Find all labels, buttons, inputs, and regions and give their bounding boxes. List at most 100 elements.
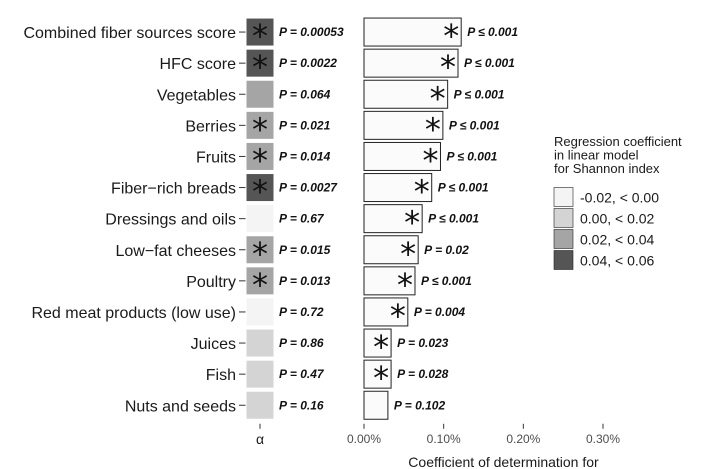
alpha-significance-marker: * [252,235,268,273]
beta-p-value: P ≤ 0.001 [449,118,500,132]
legend-swatch [553,250,574,270]
beta-p-value: P = 0.023 [397,336,449,350]
beta-bar [363,390,389,420]
beta-significance-marker: * [400,235,416,273]
beta-bar [363,141,441,171]
category-label: HFC score [160,56,237,73]
alpha-p-value: P = 0.47 [279,367,325,381]
legend-title: in linear model [554,148,639,163]
x-tick-label: 0.30% [586,432,620,446]
beta-p-value: P ≤ 0.001 [421,274,472,288]
alpha-significance-marker: * [252,173,268,211]
alpha-tile [245,235,275,265]
alpha-tile [245,141,275,171]
legend-entry-label: 0.02, < 0.04 [580,232,655,248]
beta-significance-marker: * [390,297,406,335]
alpha-tile [245,17,275,47]
legend-title: Regression coefficient [554,134,682,149]
x-axis-title: Coefficient of determination for [408,454,599,469]
alpha-significance-marker: * [252,17,268,55]
category-label: Vegetables [157,87,236,104]
legend-swatch [553,229,574,249]
alpha-p-value: P = 0.015 [279,243,331,257]
x-tick-label: 0.20% [506,432,540,446]
beta-p-value: P ≤ 0.001 [446,149,497,163]
alpha-significance-marker: * [252,110,268,148]
beta-p-value: P ≤ 0.001 [464,56,515,70]
beta-bar [363,17,462,47]
alpha-tile [245,328,275,358]
alpha-tile [245,297,275,327]
alpha-tile [245,173,275,203]
beta-p-value: P = 0.028 [397,367,449,381]
legend-entry-label: 0.04, < 0.06 [580,253,655,269]
beta-bar [363,328,392,358]
alpha-p-value: P = 0.16 [279,398,324,412]
beta-bar [363,266,416,296]
legend-title: for Shannon index [554,161,660,176]
beta-bar [363,173,433,203]
beta-p-value: P ≤ 0.001 [454,87,505,101]
beta-p-value: P ≤ 0.001 [438,181,489,195]
category-label: Red meat products (low use) [31,305,236,322]
beta-bar [363,297,409,327]
beta-significance-marker: * [443,17,459,55]
beta-p-value: P = 0.004 [414,305,466,319]
alpha-p-value: P = 0.021 [279,118,331,132]
alpha-p-value: P = 0.67 [279,212,325,226]
alpha-tile [245,110,275,140]
alpha-tile [245,48,275,78]
beta-significance-marker: * [440,48,456,86]
alpha-significance-marker: * [252,48,268,86]
x-tick-label: 0.00% [347,432,381,446]
category-label: Fiber−rich breads [111,181,236,198]
category-label: Fish [206,367,236,384]
category-label: Berries [185,118,236,135]
x-tick-label: 0.10% [427,432,461,446]
beta-bar [363,110,444,140]
beta-significance-marker: * [397,266,413,304]
alpha-p-value: P = 0.0027 [279,181,338,195]
legend-swatch [553,208,574,228]
beta-p-value: P ≤ 0.001 [428,212,479,226]
legend-entry-label: -0.02, < 0.00 [580,190,659,206]
alpha-significance-marker: * [252,266,268,304]
category-label: Low−fat cheeses [115,243,236,260]
beta-bar [363,79,449,109]
category-label: Poultry [186,274,236,291]
beta-p-value: P = 0.02 [424,243,469,257]
beta-significance-marker: * [425,110,441,148]
beta-significance-marker: * [430,79,446,117]
category-label: Dressings and oils [105,212,236,229]
beta-significance-marker: * [404,204,420,242]
alpha-p-value: P = 0.86 [279,336,324,350]
beta-significance-marker: * [373,328,389,366]
alpha-p-value: P = 0.00053 [279,25,344,39]
alpha-tile [245,266,275,296]
beta-bar [363,359,392,389]
alpha-p-value: P = 0.013 [279,274,331,288]
beta-p-value: P = 0.102 [394,398,446,412]
alpha-p-value: P = 0.0022 [279,56,337,70]
category-label: Fruits [196,149,236,166]
beta-significance-marker: * [414,173,430,211]
category-label: Combined fiber sources score [23,25,236,42]
legend-swatch [553,187,574,207]
alpha-p-value: P = 0.72 [279,305,324,319]
beta-bar [363,48,459,78]
alpha-significance-marker: * [252,141,268,179]
beta-p-value: P ≤ 0.001 [467,25,518,39]
alpha-axis-label: α [256,431,264,447]
alpha-tile [245,79,275,109]
beta-bar [363,204,423,234]
alpha-tile [245,390,275,420]
category-label: Nuts and seeds [125,398,236,415]
alpha-p-value: P = 0.014 [279,149,331,163]
category-label: Juices [191,336,236,353]
alpha-p-value: P = 0.064 [279,87,331,101]
alpha-tile [245,204,275,234]
legend-entry-label: 0.00, < 0.02 [580,211,655,227]
beta-significance-marker: * [422,141,438,179]
alpha-tile [245,359,275,389]
